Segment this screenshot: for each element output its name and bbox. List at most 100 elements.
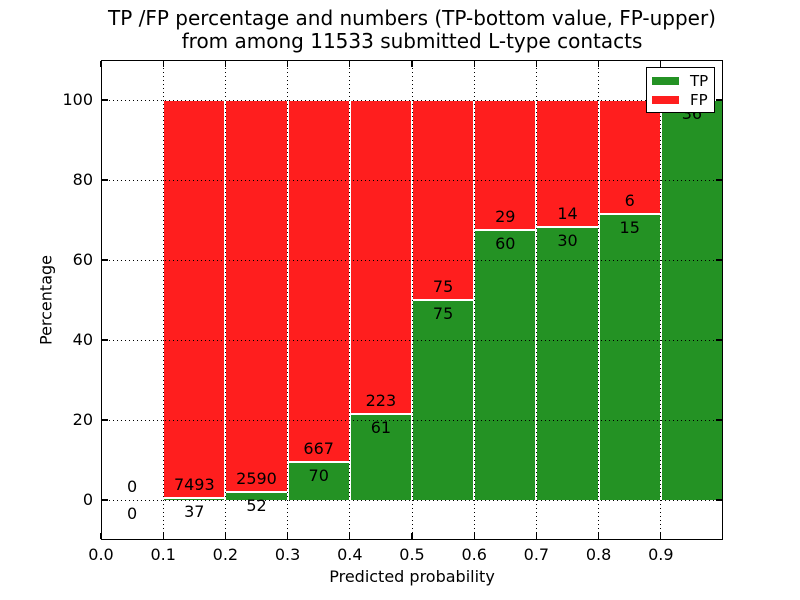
legend-swatch-tp bbox=[652, 76, 679, 85]
tp-count-label: 30 bbox=[557, 231, 578, 251]
tp-count-label: 52 bbox=[246, 496, 267, 516]
x-tick-label: 0.9 bbox=[648, 545, 674, 564]
gridline-vertical bbox=[349, 60, 351, 540]
fp-count-label: 6 bbox=[624, 191, 635, 211]
chart-title-line-2: from among 11533 submitted L-type contac… bbox=[181, 29, 643, 53]
gridline-vertical bbox=[224, 60, 226, 540]
y-tick-mark-left bbox=[102, 99, 108, 101]
x-tick-label: 0.7 bbox=[523, 545, 550, 564]
x-tick-mark-top bbox=[162, 61, 164, 67]
y-tick-mark-right bbox=[716, 259, 722, 261]
x-tick-label: 0.1 bbox=[150, 545, 176, 564]
tp-count-label: 60 bbox=[495, 234, 516, 254]
fp-count-label: 7493 bbox=[173, 475, 215, 495]
tp-count-label: 61 bbox=[370, 418, 392, 438]
gridline-horizontal bbox=[101, 99, 723, 101]
bar-segment-divider bbox=[287, 461, 350, 463]
y-tick-mark-left bbox=[102, 179, 108, 181]
x-tick-mark-top bbox=[100, 61, 102, 67]
x-tick-mark-bottom bbox=[162, 533, 164, 539]
x-tick-mark-bottom bbox=[535, 533, 537, 539]
y-tick-mark-left bbox=[102, 419, 108, 421]
bar-segment-fp bbox=[536, 100, 599, 228]
gridline-horizontal bbox=[101, 339, 723, 341]
gridline-vertical bbox=[660, 60, 662, 540]
bar-segment-fp bbox=[598, 100, 661, 215]
bar-segment-fp bbox=[412, 100, 475, 300]
gridline-horizontal bbox=[101, 179, 723, 181]
y-tick-mark-right bbox=[716, 339, 722, 341]
x-tick-mark-top bbox=[473, 61, 475, 67]
y-tick-mark-right bbox=[716, 499, 722, 501]
y-tick-label: 0 bbox=[82, 490, 93, 509]
bar-segment-fp bbox=[225, 100, 288, 493]
legend-item-tp: TP bbox=[652, 73, 709, 89]
tp-count-label: 75 bbox=[432, 304, 454, 323]
x-tick-mark-bottom bbox=[598, 533, 600, 539]
y-tick-mark-left bbox=[102, 499, 108, 501]
x-tick-label: 0.8 bbox=[585, 545, 612, 564]
fp-count-label: 223 bbox=[365, 391, 397, 411]
bar-segment-divider bbox=[412, 299, 475, 301]
y-tick-label: 100 bbox=[62, 90, 93, 109]
gridline-vertical bbox=[598, 60, 600, 540]
x-tick-mark-top bbox=[598, 61, 600, 67]
gridline-vertical bbox=[473, 60, 475, 540]
tp-count-label: 15 bbox=[619, 218, 640, 238]
bar-segment-tp bbox=[412, 300, 475, 500]
legend-swatch-fp bbox=[652, 95, 679, 104]
bar-segment-divider bbox=[536, 226, 599, 229]
x-tick-label: 0.0 bbox=[88, 545, 114, 564]
x-tick-label: 0.4 bbox=[337, 545, 363, 564]
bar-segment-tp bbox=[349, 414, 412, 500]
y-tick-mark-left bbox=[102, 259, 108, 261]
x-tick-mark-bottom bbox=[660, 533, 662, 539]
bar-segment-divider bbox=[598, 213, 661, 216]
axes-frame bbox=[101, 60, 723, 540]
fp-count-label: 29 bbox=[495, 207, 516, 227]
x-tick-mark-top bbox=[411, 61, 413, 67]
fp-count-label: 14 bbox=[557, 204, 578, 224]
legend-item-fp: FP bbox=[652, 92, 709, 108]
x-tick-label: 0.2 bbox=[212, 545, 239, 564]
x-tick-mark-bottom bbox=[349, 533, 351, 539]
x-tick-mark-bottom bbox=[100, 533, 102, 539]
bar-segment-tp bbox=[536, 227, 599, 500]
fp-count-label: 0 bbox=[127, 477, 138, 496]
gridline-horizontal bbox=[101, 419, 723, 421]
bar-segment-tp bbox=[287, 462, 350, 500]
gridline-vertical bbox=[162, 60, 164, 540]
tp-count-label: 70 bbox=[308, 466, 329, 485]
y-tick-mark-right bbox=[716, 99, 722, 101]
x-tick-label: 0.5 bbox=[399, 545, 425, 564]
gridline-vertical bbox=[287, 60, 289, 540]
fp-count-label: 667 bbox=[303, 439, 334, 458]
x-axis-label: Predicted probability bbox=[329, 567, 495, 586]
bar-segment-fp bbox=[349, 100, 412, 415]
chart-title-line-1: TP /FP percentage and numbers (TP-bottom… bbox=[108, 6, 716, 30]
y-tick-label: 60 bbox=[72, 250, 93, 269]
gridline-horizontal bbox=[101, 259, 723, 261]
bar-segment-divider bbox=[474, 229, 537, 232]
bar-segment-divider bbox=[349, 413, 412, 416]
y-tick-label: 20 bbox=[72, 410, 93, 429]
y-axis-label: Percentage bbox=[36, 254, 56, 346]
x-tick-mark-bottom bbox=[473, 533, 475, 539]
bar-segment-tp bbox=[225, 492, 288, 500]
legend-label: TP bbox=[690, 71, 709, 90]
bar-segment-tp bbox=[474, 230, 537, 500]
x-tick-mark-top bbox=[660, 61, 662, 67]
fp-count-label: 2590 bbox=[236, 469, 277, 489]
legend: TP FP bbox=[646, 67, 715, 113]
y-tick-mark-right bbox=[716, 179, 722, 181]
y-tick-label: 80 bbox=[72, 170, 93, 189]
bar-segment-fp bbox=[287, 100, 350, 462]
x-tick-mark-top bbox=[224, 61, 226, 67]
x-tick-mark-top bbox=[535, 61, 537, 67]
y-tick-label: 40 bbox=[72, 330, 93, 349]
tp-count-label: 37 bbox=[184, 502, 205, 522]
bar-segment-tp bbox=[660, 100, 723, 500]
gridline-horizontal bbox=[101, 499, 723, 501]
